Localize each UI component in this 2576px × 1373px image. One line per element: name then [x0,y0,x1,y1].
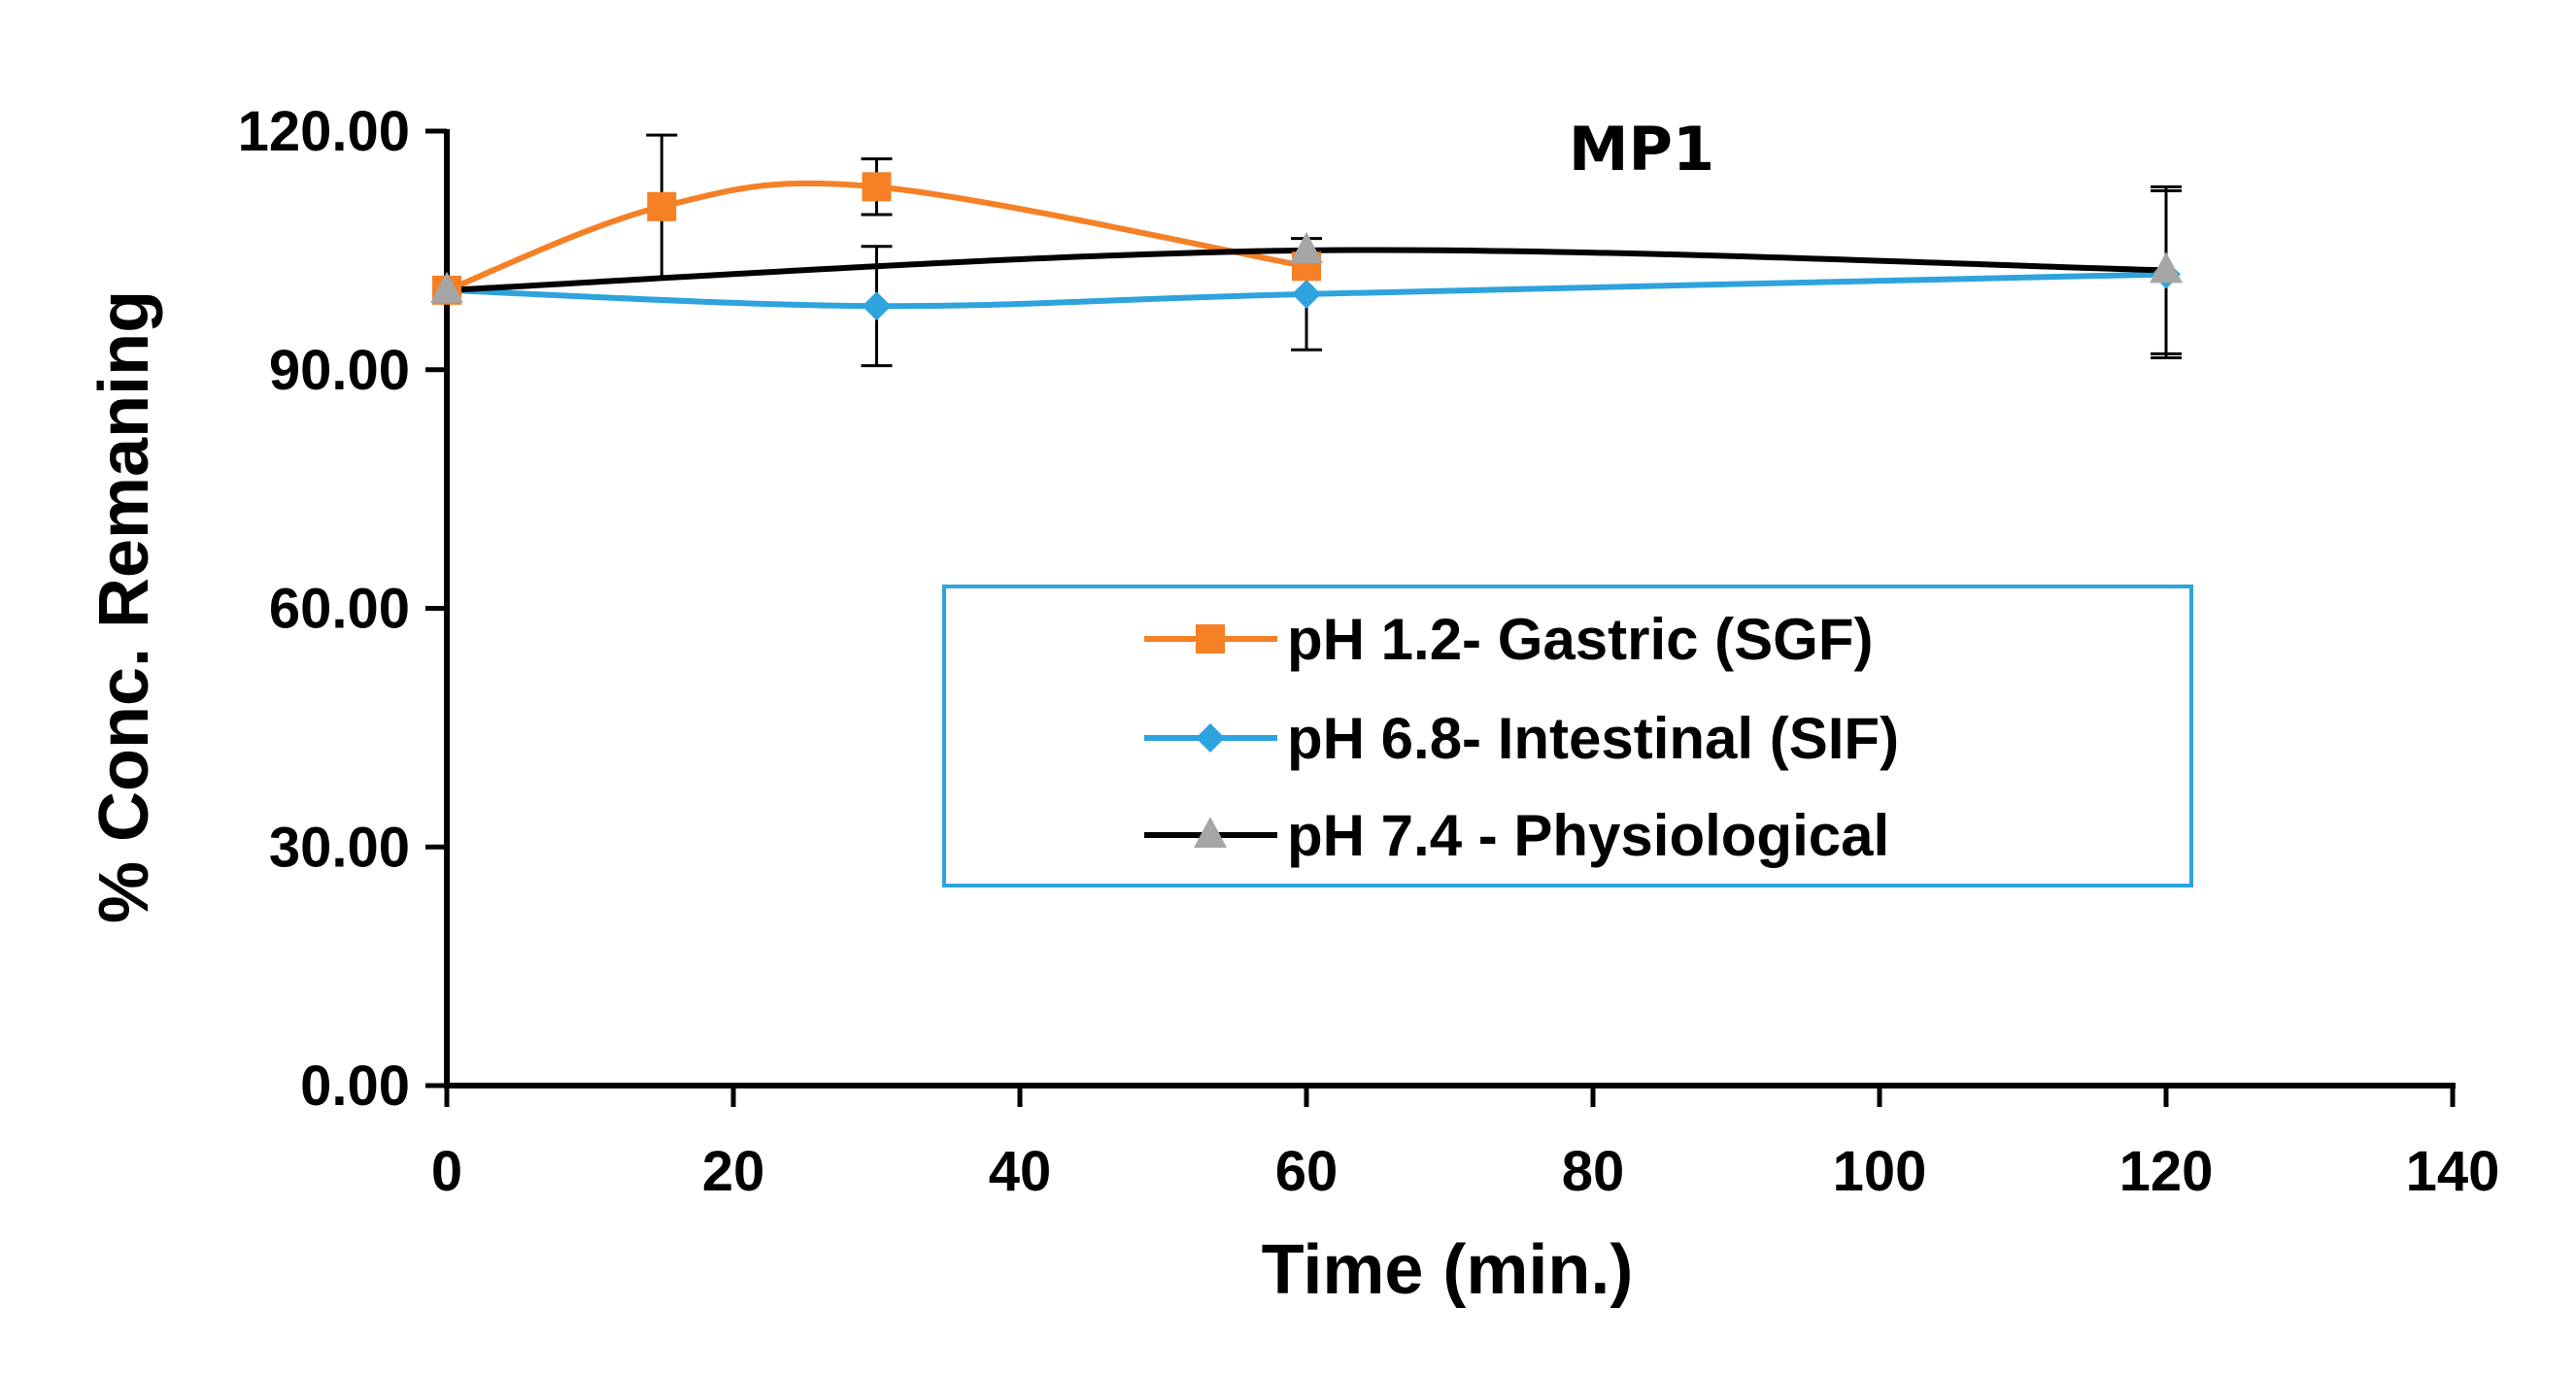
series-line-1 [444,271,2169,310]
y-tick-label: 30.00 [269,816,410,879]
y-axis-title: % Conc. Remaning [85,290,163,923]
legend: pH 1.2- Gastric (SGF) pH 6.8- Intestinal … [942,585,2193,887]
x-tick-label: 120 [2119,1140,2214,1203]
y-tick-label: 60.00 [269,578,410,641]
x-tick-label: 20 [702,1140,765,1203]
data-point [1290,231,1323,263]
x-tick-label: 80 [1562,1140,1625,1203]
chart-title: MP1 [1569,114,1714,184]
y-tick-label: 0.00 [300,1055,410,1118]
series-markers [430,172,2183,321]
x-tick-label: 0 [431,1140,462,1203]
y-tick-label: 120.00 [238,100,410,163]
data-point [1292,279,1321,309]
data-point [430,271,463,303]
legend-marker-0 [1196,624,1225,653]
data-point [2150,251,2183,284]
legend-marker-1 [1196,723,1225,753]
y-tick-label: 90.00 [269,339,410,402]
x-tick-label: 100 [1833,1140,1927,1203]
series-line-0 [444,180,1309,293]
legend-label-0: pH 1.2- Gastric (SGF) [1287,607,1873,672]
x-tick-label: 140 [2406,1140,2500,1203]
legend-label-1: pH 6.8- Intestinal (SIF) [1287,706,1899,771]
legend-label-2: pH 7.4 - Physiological [1287,803,1889,868]
data-point [862,291,892,321]
axes: 0 20 40 60 80 100 120 140 0.00 30.00 60.00 90.00 120… [238,100,2500,1203]
x-axis-title: Time (min.) [1262,1231,1634,1309]
data-point [862,172,892,202]
x-tick-label: 60 [1275,1140,1339,1203]
x-tick-label: 40 [989,1140,1052,1203]
data-point [647,191,677,221]
legend-marker-2 [1194,817,1227,848]
